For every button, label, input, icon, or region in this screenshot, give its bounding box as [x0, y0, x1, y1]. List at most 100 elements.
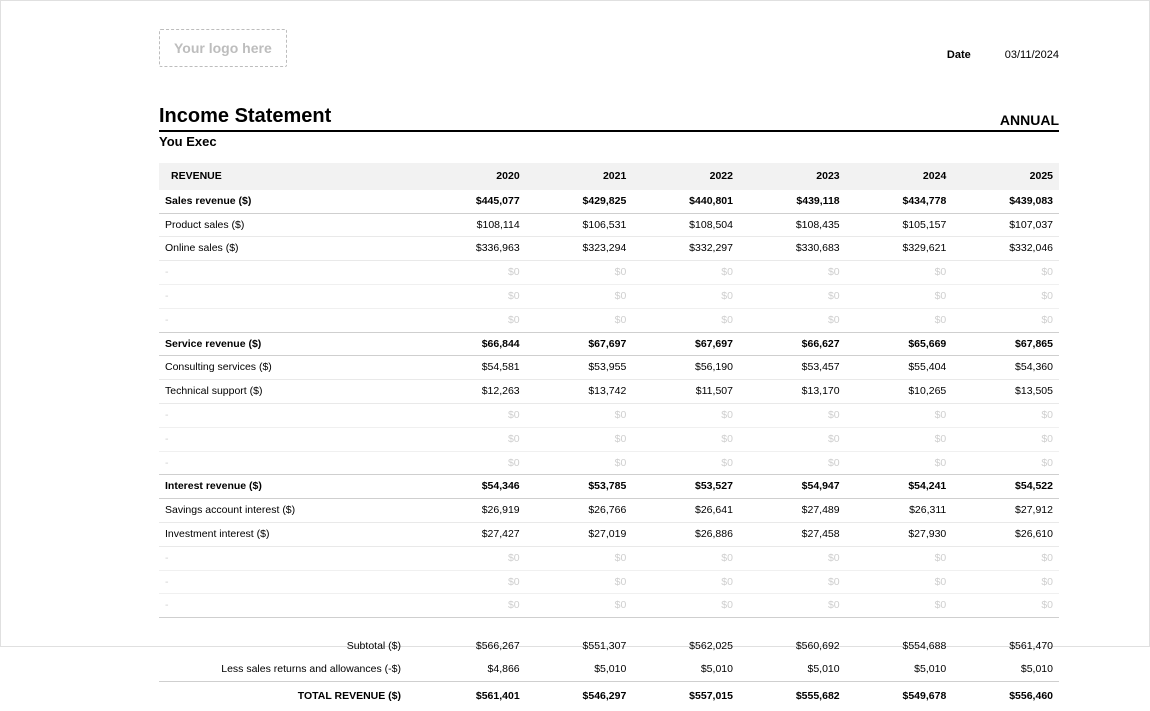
income-statement-page: Your logo here Date 03/11/2024 Income St… [0, 0, 1150, 647]
section-total-cell: $53,527 [632, 475, 739, 499]
section-total-cell: $429,825 [526, 190, 633, 213]
empty-cell: $0 [846, 570, 953, 594]
section-total-cell: $67,697 [526, 332, 633, 356]
detail-cell: $336,963 [419, 237, 526, 261]
empty-cell: $0 [632, 570, 739, 594]
col-header-year: 2024 [846, 163, 953, 190]
empty-cell: $0 [952, 427, 1059, 451]
detail-cell: $11,507 [632, 380, 739, 404]
empty-label: - [159, 284, 419, 308]
document-title: Income Statement [159, 105, 331, 128]
title-row: Income Statement ANNUAL [159, 105, 1059, 132]
empty-cell: $0 [952, 284, 1059, 308]
empty-cell: $0 [526, 546, 633, 570]
empty-cell: $0 [739, 427, 846, 451]
table-header-row: REVENUE 2020 2021 2022 2023 2024 2025 [159, 163, 1059, 190]
detail-cell: $10,265 [846, 380, 953, 404]
detail-cell: $27,930 [846, 522, 953, 546]
detail-cell: $27,489 [739, 499, 846, 523]
detail-label: Investment interest ($) [159, 522, 419, 546]
empty-cell: $0 [419, 546, 526, 570]
empty-cell: $0 [846, 451, 953, 475]
empty-cell: $0 [846, 308, 953, 332]
detail-cell: $330,683 [739, 237, 846, 261]
empty-cell: $0 [419, 427, 526, 451]
empty-cell: $0 [739, 546, 846, 570]
detail-cell: $108,504 [632, 213, 739, 237]
section-total-cell: $54,947 [739, 475, 846, 499]
empty-row: -$0$0$0$0$0$0 [159, 546, 1059, 570]
detail-cell: $26,919 [419, 499, 526, 523]
empty-cell: $0 [526, 570, 633, 594]
empty-cell: $0 [739, 261, 846, 285]
detail-cell: $27,458 [739, 522, 846, 546]
detail-cell: $53,955 [526, 356, 633, 380]
less-cell: $5,010 [952, 658, 1059, 681]
date-block: Date 03/11/2024 [947, 49, 1059, 61]
empty-cell: $0 [739, 403, 846, 427]
less-cell: $5,010 [632, 658, 739, 681]
empty-cell: $0 [419, 284, 526, 308]
section-total-cell: $54,241 [846, 475, 953, 499]
subtotal-cell: $561,470 [952, 618, 1059, 658]
subtotal-cell: $566,267 [419, 618, 526, 658]
income-table: REVENUE 2020 2021 2022 2023 2024 2025 Sa… [159, 163, 1059, 711]
empty-cell: $0 [419, 261, 526, 285]
detail-cell: $108,435 [739, 213, 846, 237]
empty-row: -$0$0$0$0$0$0 [159, 308, 1059, 332]
subtotal-cell: $551,307 [526, 618, 633, 658]
empty-cell: $0 [526, 427, 633, 451]
section-total-cell: $66,844 [419, 332, 526, 356]
empty-cell: $0 [739, 308, 846, 332]
total-cell: $557,015 [632, 681, 739, 710]
empty-cell: $0 [846, 284, 953, 308]
detail-cell: $27,019 [526, 522, 633, 546]
empty-row: -$0$0$0$0$0$0 [159, 451, 1059, 475]
col-header-label: REVENUE [159, 163, 419, 190]
empty-cell: $0 [739, 594, 846, 618]
period-label: ANNUAL [1000, 112, 1059, 128]
empty-cell: $0 [952, 261, 1059, 285]
detail-cell: $106,531 [526, 213, 633, 237]
less-cell: $5,010 [846, 658, 953, 681]
subtotal-cell: $560,692 [739, 618, 846, 658]
detail-row: Online sales ($)$336,963$323,294$332,297… [159, 237, 1059, 261]
empty-cell: $0 [632, 308, 739, 332]
detail-label: Consulting services ($) [159, 356, 419, 380]
detail-row: Investment interest ($)$27,427$27,019$26… [159, 522, 1059, 546]
section-total-cell: $439,118 [739, 190, 846, 213]
col-header-year: 2022 [632, 163, 739, 190]
detail-row: Product sales ($)$108,114$106,531$108,50… [159, 213, 1059, 237]
empty-cell: $0 [419, 451, 526, 475]
empty-cell: $0 [419, 594, 526, 618]
empty-cell: $0 [526, 403, 633, 427]
date-label: Date [947, 49, 971, 61]
section-label: Service revenue ($) [159, 332, 419, 356]
empty-cell: $0 [952, 451, 1059, 475]
less-label: Less sales returns and allowances (-$) [159, 658, 419, 681]
empty-row: -$0$0$0$0$0$0 [159, 403, 1059, 427]
section-total-cell: $434,778 [846, 190, 953, 213]
empty-cell: $0 [846, 427, 953, 451]
empty-label: - [159, 451, 419, 475]
detail-cell: $108,114 [419, 213, 526, 237]
empty-cell: $0 [632, 451, 739, 475]
section-total-cell: $439,083 [952, 190, 1059, 213]
col-header-year: 2020 [419, 163, 526, 190]
detail-row: Consulting services ($)$54,581$53,955$56… [159, 356, 1059, 380]
detail-label: Savings account interest ($) [159, 499, 419, 523]
detail-label: Technical support ($) [159, 380, 419, 404]
detail-cell: $12,263 [419, 380, 526, 404]
subtotal-row: Subtotal ($)$566,267$551,307$562,025$560… [159, 618, 1059, 658]
detail-cell: $26,311 [846, 499, 953, 523]
empty-row: -$0$0$0$0$0$0 [159, 284, 1059, 308]
empty-cell: $0 [846, 261, 953, 285]
total-cell: $556,460 [952, 681, 1059, 710]
detail-cell: $26,766 [526, 499, 633, 523]
section-total-cell: $54,522 [952, 475, 1059, 499]
detail-cell: $13,742 [526, 380, 633, 404]
detail-label: Online sales ($) [159, 237, 419, 261]
section-label: Sales revenue ($) [159, 190, 419, 213]
subtotal-cell: $562,025 [632, 618, 739, 658]
detail-cell: $53,457 [739, 356, 846, 380]
